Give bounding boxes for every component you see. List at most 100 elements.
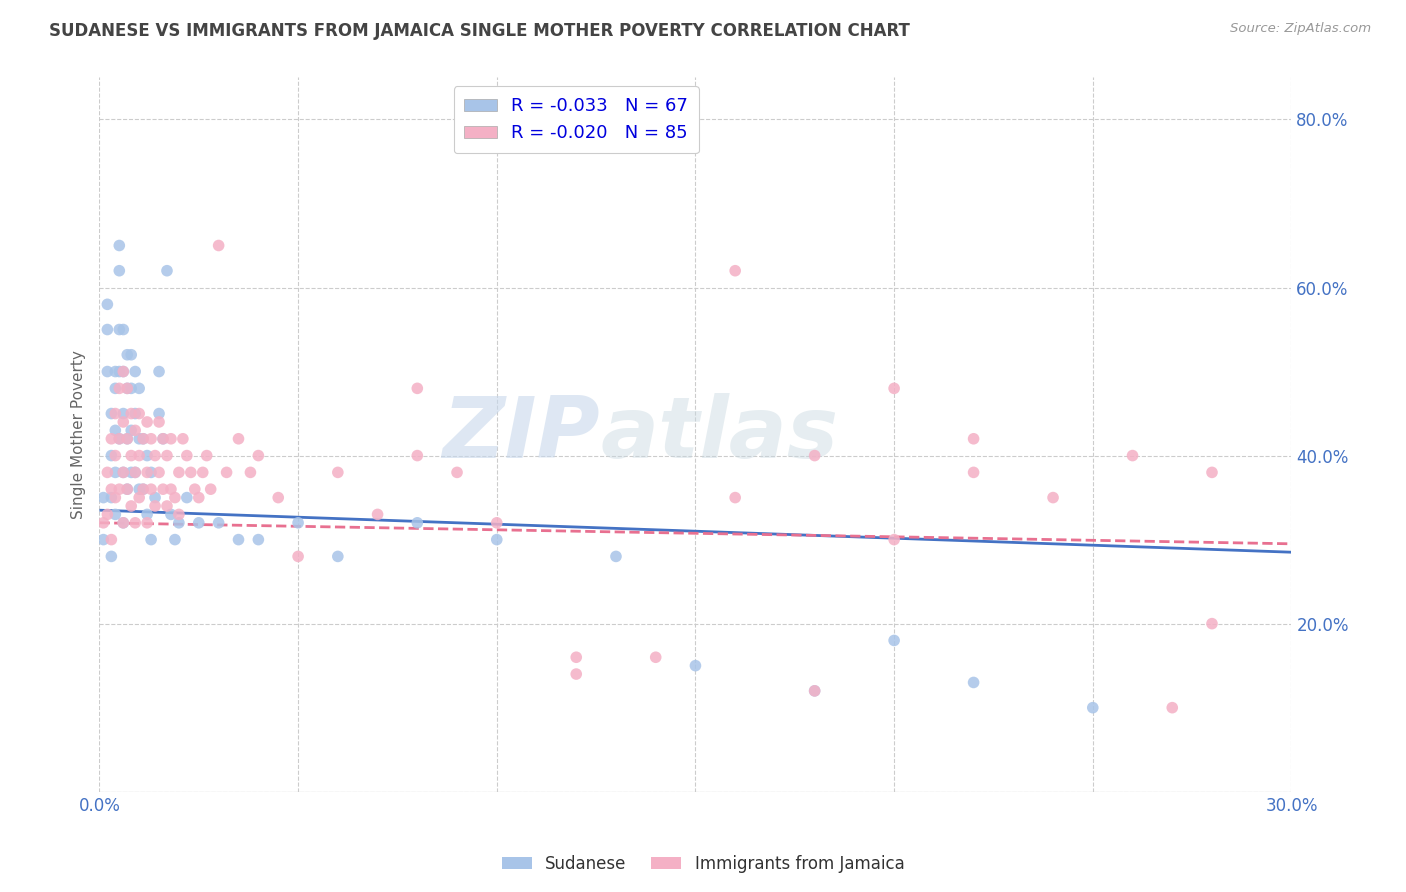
Point (184, 482, 207, 496)
Text: ZIP: ZIP (443, 393, 600, 476)
Point (108, 432, 131, 446)
Point (148, 407, 170, 421)
Point (644, 650, 666, 665)
Point (136, 466, 159, 480)
Point (120, 466, 142, 480)
Point (156, 449, 179, 463)
Point (139, 533, 162, 547)
Point (152, 432, 174, 446)
Point (96, 508, 118, 522)
Point (143, 499, 166, 513)
Point (143, 449, 166, 463)
Point (803, 684, 825, 698)
Point (208, 516, 231, 530)
Point (128, 432, 150, 446)
Point (195, 449, 218, 463)
Legend: Sudanese, Immigrants from Jamaica: Sudanese, Immigrants from Jamaica (495, 848, 911, 880)
Point (128, 491, 150, 505)
Point (167, 466, 190, 480)
Point (104, 365, 127, 379)
Point (132, 432, 155, 446)
Point (160, 508, 183, 522)
Point (187, 516, 209, 530)
Point (104, 407, 127, 421)
Point (239, 466, 262, 480)
Point (724, 263, 747, 277)
Y-axis label: Single Mother Poverty: Single Mother Poverty (72, 351, 86, 519)
Point (120, 407, 142, 421)
Point (148, 415, 170, 429)
Point (117, 432, 139, 446)
Point (267, 491, 290, 505)
Point (132, 482, 155, 496)
Point (100, 482, 122, 496)
Point (326, 549, 349, 564)
Point (112, 466, 135, 480)
Point (200, 482, 222, 496)
Point (485, 533, 508, 547)
Point (565, 650, 588, 665)
Point (96, 297, 118, 311)
Point (117, 482, 139, 496)
Point (208, 238, 231, 252)
Point (367, 508, 389, 522)
Point (100, 432, 122, 446)
Point (124, 365, 146, 379)
Point (136, 508, 159, 522)
Point (112, 365, 135, 379)
Point (803, 684, 825, 698)
Point (176, 491, 198, 505)
Point (128, 482, 150, 496)
Point (136, 449, 159, 463)
Point (287, 549, 309, 564)
Point (156, 263, 179, 277)
Point (247, 449, 270, 463)
Text: atlas: atlas (600, 393, 838, 476)
Point (124, 466, 146, 480)
Point (152, 482, 174, 496)
Point (605, 549, 627, 564)
Point (100, 449, 122, 463)
Point (326, 466, 349, 480)
Point (228, 432, 250, 446)
Point (139, 432, 162, 446)
Point (120, 348, 142, 362)
Point (120, 449, 142, 463)
Point (167, 516, 190, 530)
Point (124, 407, 146, 421)
Point (112, 466, 135, 480)
Point (124, 423, 146, 437)
Point (128, 381, 150, 395)
Point (1042, 491, 1064, 505)
Point (100, 549, 122, 564)
Point (962, 432, 984, 446)
Point (883, 381, 905, 395)
Point (104, 466, 127, 480)
Point (124, 516, 146, 530)
Point (128, 407, 150, 421)
Point (104, 508, 127, 522)
Point (180, 466, 202, 480)
Point (104, 449, 127, 463)
Point (287, 516, 309, 530)
Point (128, 449, 150, 463)
Point (406, 516, 429, 530)
Point (96, 466, 118, 480)
Point (1201, 616, 1223, 631)
Point (191, 466, 214, 480)
Point (117, 482, 139, 496)
Point (112, 365, 135, 379)
Point (112, 516, 135, 530)
Point (724, 491, 747, 505)
Point (136, 516, 159, 530)
Point (163, 533, 186, 547)
Point (136, 415, 159, 429)
Point (120, 423, 142, 437)
Point (485, 516, 508, 530)
Text: SUDANESE VS IMMIGRANTS FROM JAMAICA SINGLE MOTHER POVERTY CORRELATION CHART: SUDANESE VS IMMIGRANTS FROM JAMAICA SING… (49, 22, 910, 40)
Point (160, 432, 183, 446)
Point (132, 482, 155, 496)
Point (117, 381, 139, 395)
Point (112, 516, 135, 530)
Point (152, 432, 174, 446)
